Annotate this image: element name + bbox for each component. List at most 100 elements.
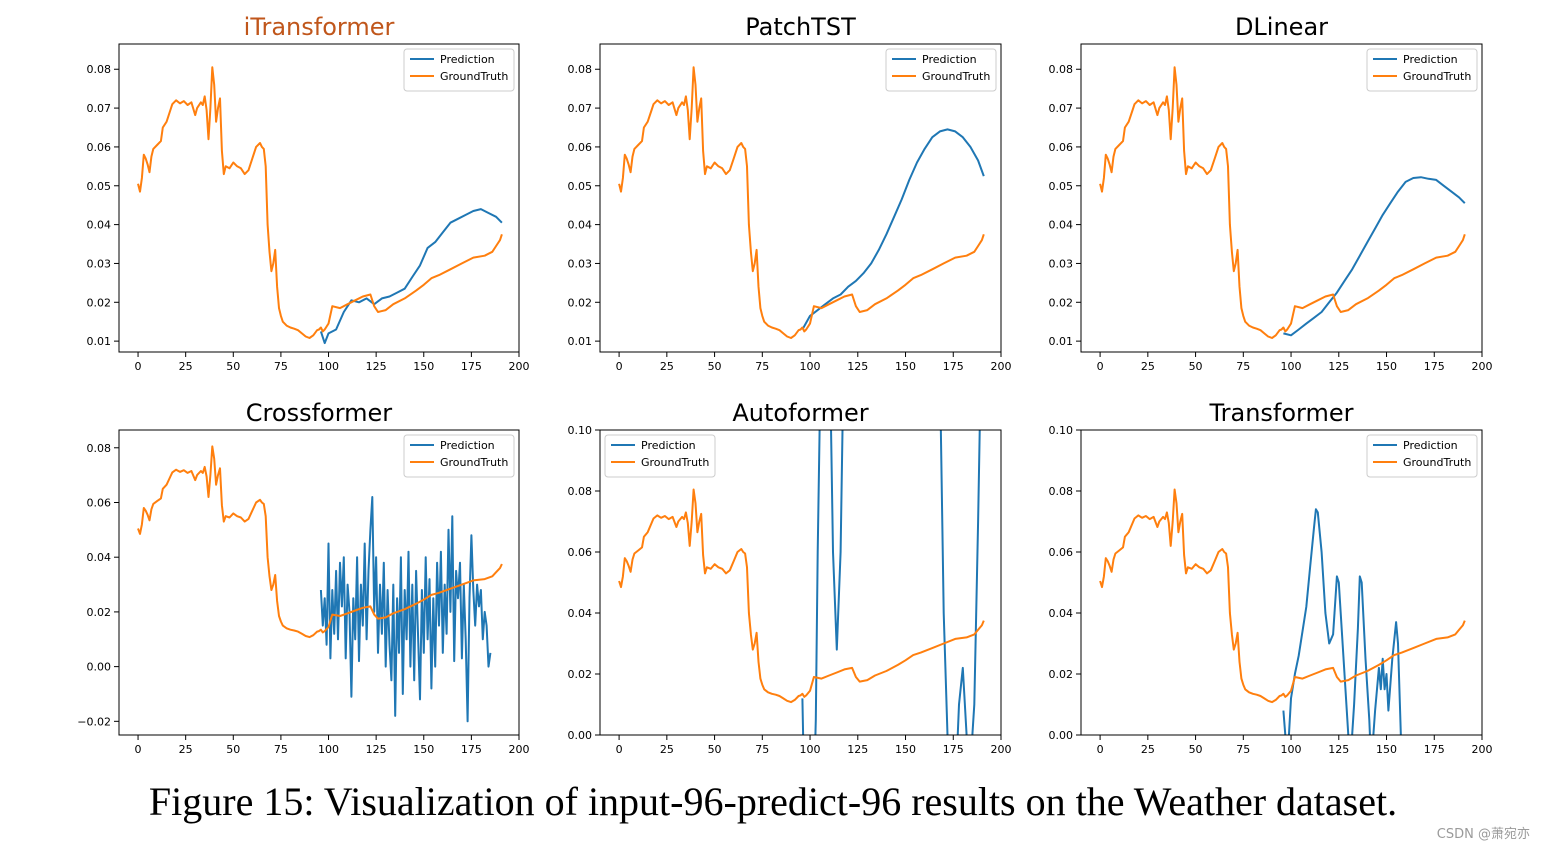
x-tick-label: 75 [274, 743, 288, 756]
y-tick-label: 0.02 [1049, 668, 1074, 681]
y-tick-label: 0.02 [1049, 296, 1074, 309]
legend: Prediction GroundTruth [1366, 48, 1478, 92]
prediction-line [801, 128, 985, 330]
y-tick-label: 0.06 [87, 141, 112, 154]
y-tick-label: 0.03 [87, 257, 112, 270]
x-tick-label: 175 [461, 743, 482, 756]
x-tick-label: 100 [800, 743, 821, 756]
x-tick-label: 200 [509, 743, 530, 756]
x-tick-label: 75 [274, 360, 288, 373]
x-tick-label: 0 [616, 360, 623, 373]
y-tick-label: 0.05 [87, 180, 112, 193]
x-tick-label: 150 [413, 360, 434, 373]
y-tick-label: 0.02 [87, 606, 112, 619]
groundtruth-line [618, 488, 985, 704]
axes-frame [118, 43, 520, 353]
y-tick-label: 0.06 [87, 496, 112, 509]
figure-caption: Figure 15: Visualization of input-96-pre… [148, 779, 1398, 824]
y-tick-label: 0.08 [568, 63, 593, 76]
legend: Prediction GroundTruth [885, 48, 997, 92]
y-tick-label: 0.04 [1049, 219, 1074, 232]
x-tick-label: 125 [847, 360, 868, 373]
x-tick-label: 75 [755, 743, 769, 756]
y-tick-label: 0.08 [87, 442, 112, 455]
x-tick-label: 200 [1472, 743, 1493, 756]
x-tick-label: 150 [895, 743, 916, 756]
x-tick-label: 0 [616, 743, 623, 756]
x-tick-label: 0 [1097, 743, 1104, 756]
legend-groundtruth-label: GroundTruth [1403, 456, 1471, 469]
x-tick-label: 0 [135, 743, 142, 756]
legend-groundtruth-label: GroundTruth [641, 456, 709, 469]
chart-title: Transformer [1208, 399, 1353, 427]
x-tick-label: 0 [1097, 360, 1104, 373]
x-tick-label: 50 [1189, 743, 1203, 756]
y-tick-label: 0.03 [1049, 257, 1074, 270]
axes-frame [599, 429, 1002, 736]
legend-prediction-label: Prediction [922, 53, 977, 66]
legend-groundtruth-label: GroundTruth [440, 456, 508, 469]
x-tick-label: 150 [895, 360, 916, 373]
y-tick-label: 0.06 [568, 546, 593, 559]
y-tick-label: 0.00 [87, 661, 112, 674]
x-tick-label: 125 [1328, 743, 1349, 756]
prediction-line [319, 208, 503, 345]
axes-frame [599, 43, 1002, 353]
x-tick-label: 75 [1236, 743, 1250, 756]
axes-frame [1080, 43, 1483, 353]
legend-groundtruth-label: GroundTruth [1403, 70, 1471, 83]
y-tick-label: 0.04 [87, 551, 112, 564]
y-tick-label: 0.04 [1049, 607, 1074, 620]
y-tick-label: 0.02 [87, 296, 112, 309]
y-tick-label: 0.02 [568, 668, 593, 681]
y-tick-label: 0.06 [568, 141, 593, 154]
y-tick-label: 0.10 [1049, 424, 1074, 437]
chart-panel-6: Transformer 0 25 50 75 100 125 150 175 200 0.00 0.0… [1049, 399, 1493, 756]
chart-title: iTransformer [244, 13, 395, 41]
x-tick-label: 50 [708, 743, 722, 756]
axes-frame [1080, 429, 1483, 736]
x-tick-label: 150 [1376, 360, 1397, 373]
x-tick-label: 0 [135, 360, 142, 373]
y-tick-label: 0.01 [87, 335, 112, 348]
x-tick-label: 125 [847, 743, 868, 756]
prediction-line [801, 430, 981, 735]
figure-canvas: iTransformer 0 25 50 75 100 125 150 175 200 0.01 0.… [77, 13, 1493, 756]
x-tick-label: 75 [755, 360, 769, 373]
legend: Prediction GroundTruth [604, 434, 716, 478]
watermark: CSDN @萧宛亦 [1436, 827, 1530, 842]
chart-panel-3: DLinear 0 25 50 75 100 125 150 175 200 0.01 0.02 0.0… [1049, 13, 1493, 373]
x-tick-label: 200 [991, 743, 1012, 756]
y-tick-label: 0.05 [1049, 180, 1074, 193]
x-tick-label: 75 [1236, 360, 1250, 373]
y-tick-label: 0.00 [568, 729, 593, 742]
legend-prediction-label: Prediction [440, 439, 495, 452]
legend: Prediction GroundTruth [403, 48, 515, 92]
groundtruth-line [137, 445, 503, 639]
y-tick-label: 0.08 [87, 63, 112, 76]
legend: Prediction GroundTruth [403, 434, 515, 478]
x-tick-label: 25 [1141, 360, 1155, 373]
chart-panel-4: Crossformer 0 25 50 75 100 125 150 175 200 −0.02 0.… [77, 399, 529, 756]
x-tick-label: 25 [660, 360, 674, 373]
x-tick-label: 125 [366, 360, 387, 373]
y-tick-label: 0.05 [568, 180, 593, 193]
x-tick-label: 200 [509, 360, 530, 373]
x-tick-label: 50 [708, 360, 722, 373]
x-tick-label: 200 [1472, 360, 1493, 373]
x-tick-label: 25 [179, 360, 193, 373]
x-tick-label: 125 [1328, 360, 1349, 373]
x-tick-label: 175 [1424, 743, 1445, 756]
x-tick-label: 200 [991, 360, 1012, 373]
chart-title: Crossformer [246, 399, 393, 427]
prediction-line [1282, 508, 1402, 735]
y-tick-label: 0.10 [568, 424, 593, 437]
groundtruth-line [137, 66, 503, 339]
chart-title: Autoformer [732, 399, 868, 427]
y-tick-label: 0.01 [568, 335, 593, 348]
legend: Prediction GroundTruth [1366, 434, 1478, 478]
x-tick-label: 25 [660, 743, 674, 756]
legend-prediction-label: Prediction [1403, 53, 1458, 66]
y-tick-label: 0.03 [568, 257, 593, 270]
y-tick-label: 0.07 [568, 102, 593, 115]
